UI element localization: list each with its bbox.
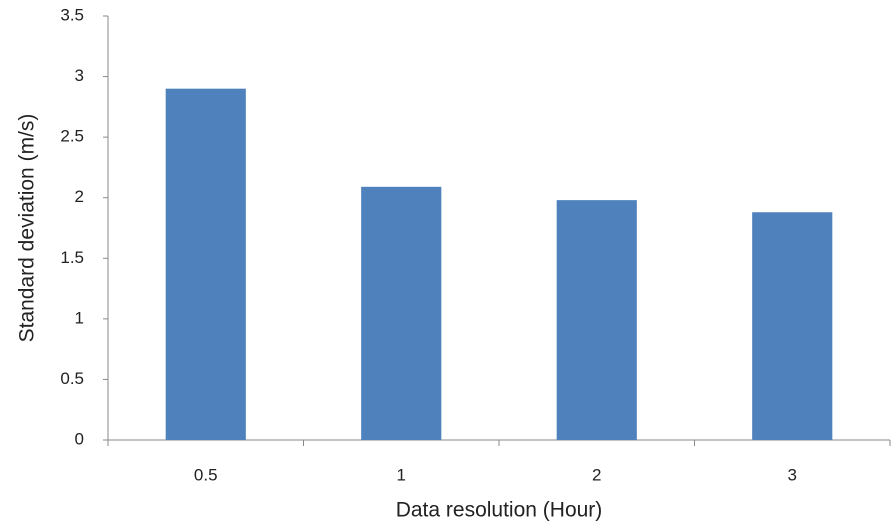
bar — [556, 200, 637, 440]
y-tick-label: 3.5 — [60, 5, 84, 24]
y-tick-label: 0.5 — [60, 369, 84, 388]
x-tick-label: 1 — [397, 465, 406, 484]
y-axis-title: Standard deviation (m/s) — [16, 114, 39, 343]
y-tick-label: 2.5 — [60, 127, 84, 146]
x-axis-title: Data resolution (Hour) — [396, 499, 603, 522]
x-tick-label: 2 — [592, 465, 601, 484]
x-tick-label: 3 — [788, 465, 797, 484]
bar — [752, 212, 833, 440]
y-tick-label: 2 — [75, 187, 84, 206]
bar — [361, 186, 442, 440]
y-tick-label: 0 — [75, 429, 84, 448]
bar — [165, 88, 246, 440]
x-tick-label: 0.5 — [194, 465, 218, 484]
y-tick-label: 1.5 — [60, 248, 84, 267]
y-tick-label: 3 — [75, 66, 84, 85]
y-tick-label: 1 — [75, 308, 84, 327]
